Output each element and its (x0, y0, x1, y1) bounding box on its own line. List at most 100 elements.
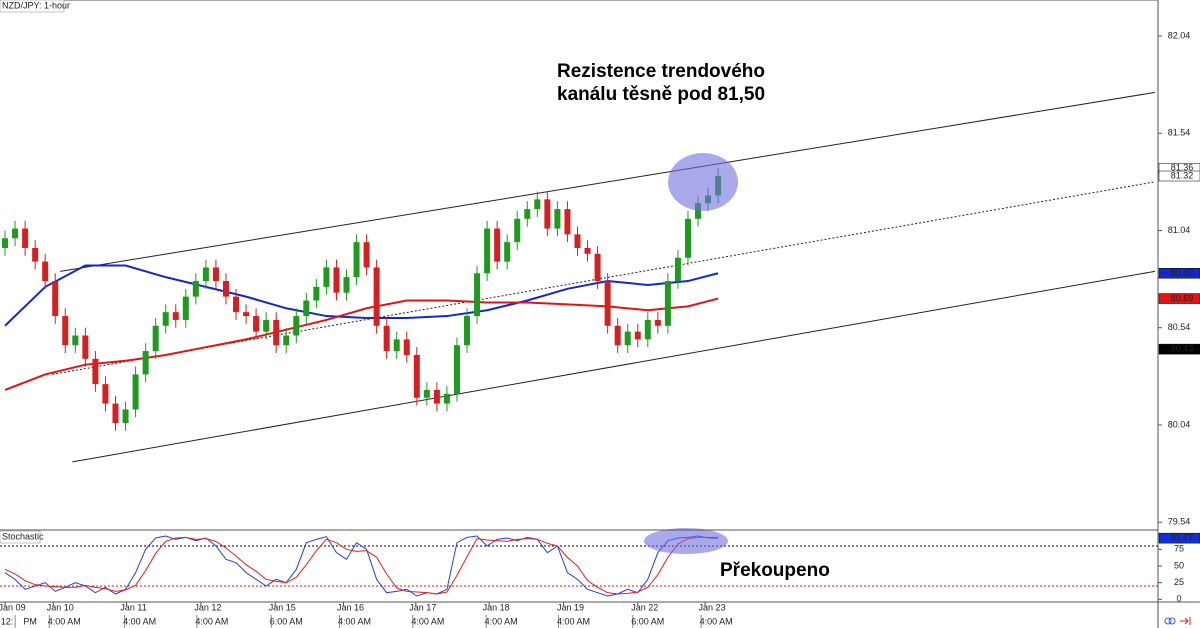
candle-body (333, 267, 340, 293)
candle-body (564, 209, 571, 235)
candle-body (695, 203, 702, 219)
candle-body (403, 339, 410, 355)
x-tick-label: 4:00 AM (48, 616, 81, 626)
candle-body (72, 335, 79, 346)
x-tick-label: 4:00 AM (700, 616, 733, 626)
candle-body (253, 316, 260, 332)
x-tick-label: 12: (1, 616, 14, 626)
candle-body (634, 331, 641, 340)
price-tag-label: 80.82 (1171, 268, 1194, 278)
price-tag (1158, 170, 1200, 182)
icon[interactable] (1180, 617, 1191, 625)
x-tick-label: Jan 09 (0, 602, 26, 612)
x-tick-label: 4:00 AM (338, 616, 371, 626)
candle-body (373, 267, 380, 326)
candle-body (22, 228, 29, 248)
candle-body (624, 331, 631, 346)
candle-body (664, 281, 671, 326)
candle-body (222, 281, 229, 297)
x-tick-label: Jan 12 (194, 602, 221, 612)
trend-line (60, 91, 1156, 272)
candle-body (614, 325, 621, 346)
x-tick-label: 6:00 AM (631, 616, 664, 626)
x-tick-label: Jan 19 (557, 602, 584, 612)
price-tag (1158, 293, 1200, 304)
candle-body (443, 393, 450, 404)
candle-body (524, 209, 531, 219)
candle-body (263, 319, 270, 332)
x-tick-label: PM (23, 616, 37, 626)
candle-body (494, 228, 501, 262)
candle-body (293, 316, 300, 336)
candle-body (243, 312, 250, 317)
candle-body (122, 409, 129, 424)
candle-body (584, 247, 591, 254)
y-tick-label: 0 (1176, 594, 1181, 604)
candle-body (604, 281, 611, 326)
candle-body (363, 242, 370, 268)
x-tick-label: Jan 22 (631, 602, 658, 612)
y-tick-label: 82.04 (1168, 30, 1191, 40)
y-tick-label: 81.04 (1168, 225, 1191, 235)
candle-body (52, 281, 59, 317)
x-tick-label: 6:00 AM (270, 616, 303, 626)
candle-body (303, 300, 310, 317)
x-tick-label: Jan 11 (120, 602, 146, 612)
y-tick-label: 80.04 (1168, 419, 1191, 429)
candle-body (574, 234, 581, 248)
indicator-title-box (0, 530, 41, 544)
price-tag-label: 81.36 (1171, 163, 1194, 173)
candle-body (393, 339, 400, 352)
price-tag (1158, 343, 1200, 355)
candle-body (654, 319, 661, 326)
toolbar-icons[interactable] (1164, 617, 1191, 625)
x-tick-label: Jan 18 (483, 602, 510, 612)
annotation: Rezistence trendového (557, 61, 765, 82)
price-tag (1158, 268, 1200, 279)
candle-body (273, 319, 280, 346)
indicator-title: Stochastic (2, 531, 44, 541)
candle-body (82, 335, 89, 359)
annotation: Překoupeno (720, 560, 830, 581)
stochastic-line (4, 536, 719, 595)
x-tick-label: Jan 15 (269, 602, 296, 612)
y-tick-label: 79.54 (1168, 517, 1191, 527)
candle-body (102, 384, 109, 404)
candle-body (323, 267, 330, 287)
candle-body (202, 267, 209, 282)
candle-body (32, 247, 39, 262)
candle-body (92, 358, 99, 385)
candle-body (554, 209, 561, 229)
y-tick-label: 50 (1174, 560, 1184, 570)
candle-body (413, 354, 420, 398)
x-tick-label: Jan 17 (409, 602, 436, 612)
candle-body (433, 389, 440, 404)
y-tick-label: 25 (1174, 577, 1184, 587)
icon[interactable] (1164, 617, 1172, 625)
candle-body (423, 389, 430, 398)
candle-body (313, 286, 320, 301)
candle-body (474, 273, 481, 317)
candle-body (132, 374, 139, 410)
chart-title: NZD/JPY: 1-hour (2, 0, 70, 10)
price-tag-label: 80.69 (1171, 293, 1194, 303)
candle-body (162, 312, 169, 326)
annotation: kanálu těsně pod 81,50 (557, 84, 765, 105)
candle-body (464, 316, 471, 346)
candle-body (484, 228, 491, 274)
price-tag (1158, 532, 1200, 544)
candle-body (112, 403, 119, 424)
icon[interactable] (1168, 617, 1176, 625)
trend-line (52, 181, 1156, 375)
candle-body (353, 242, 360, 278)
candle-body (343, 277, 350, 293)
candle-body (212, 267, 219, 282)
x-tick-label: 4:00 AM (411, 616, 444, 626)
price-tag-label: 80.43 (1171, 343, 1194, 353)
candle-body (172, 312, 179, 320)
x-tick-label: Jan 16 (337, 602, 364, 612)
candle-body (674, 257, 681, 282)
candle-body (534, 199, 541, 210)
